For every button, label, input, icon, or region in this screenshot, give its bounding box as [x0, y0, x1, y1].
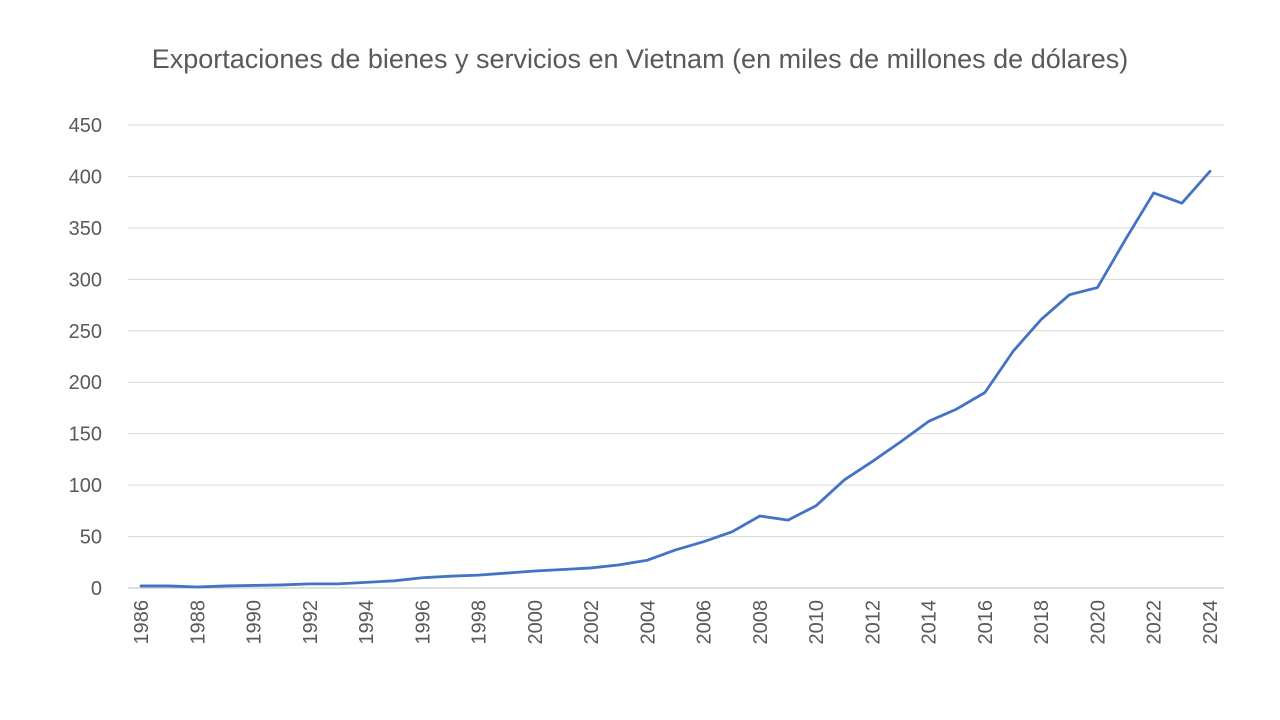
x-tick-label: 2016 [975, 600, 997, 645]
x-tick-label: 1998 [469, 600, 491, 645]
x-tick-label: 2002 [581, 600, 603, 645]
series [139, 169, 1212, 589]
x-tick-label: 2008 [750, 600, 772, 645]
x-tick-label: 2012 [862, 600, 884, 645]
x-tick-label: 1996 [412, 600, 434, 645]
x-tick-label: 1990 [244, 600, 266, 645]
x-tick-label: 2024 [1200, 600, 1222, 645]
chart-title: Exportaciones de bienes y servicios en V… [151, 44, 1129, 74]
gridlines [128, 124, 1224, 589]
x-tick-label: 1994 [356, 600, 378, 645]
x-tick-label: 1992 [300, 600, 322, 645]
x-tick-label: 2014 [919, 600, 941, 645]
x-tick-label: 2010 [806, 600, 828, 645]
x-tick-label: 2006 [694, 600, 716, 645]
x-tick-label: 2004 [637, 600, 659, 645]
x-tick-label: 2018 [1031, 600, 1053, 645]
x-tick-label: 2000 [525, 600, 547, 645]
series-line [139, 169, 1212, 589]
y-tick-label: 300 [69, 269, 102, 291]
y-tick-label: 400 [69, 166, 102, 188]
y-tick-label: 350 [69, 218, 102, 240]
y-tick-label: 0 [91, 578, 102, 600]
x-tick-label: 1988 [187, 600, 209, 645]
y-tick-label: 200 [69, 372, 102, 394]
y-tick-label: 50 [80, 527, 102, 549]
x-tick-label: 2022 [1144, 600, 1166, 645]
y-tick-label: 250 [69, 321, 102, 343]
x-tick-label: 2020 [1087, 600, 1109, 645]
y-axis: 0 50 100 150 200 250 300 350 400 450 [69, 115, 102, 600]
y-tick-label: 450 [69, 115, 102, 137]
x-axis: 1986 1988 1990 1992 1994 1996 1998 2000 2002 2004… [131, 600, 1222, 645]
y-tick-label: 100 [69, 475, 102, 497]
x-tick-label: 1986 [131, 600, 153, 645]
y-tick-label: 150 [69, 424, 102, 446]
